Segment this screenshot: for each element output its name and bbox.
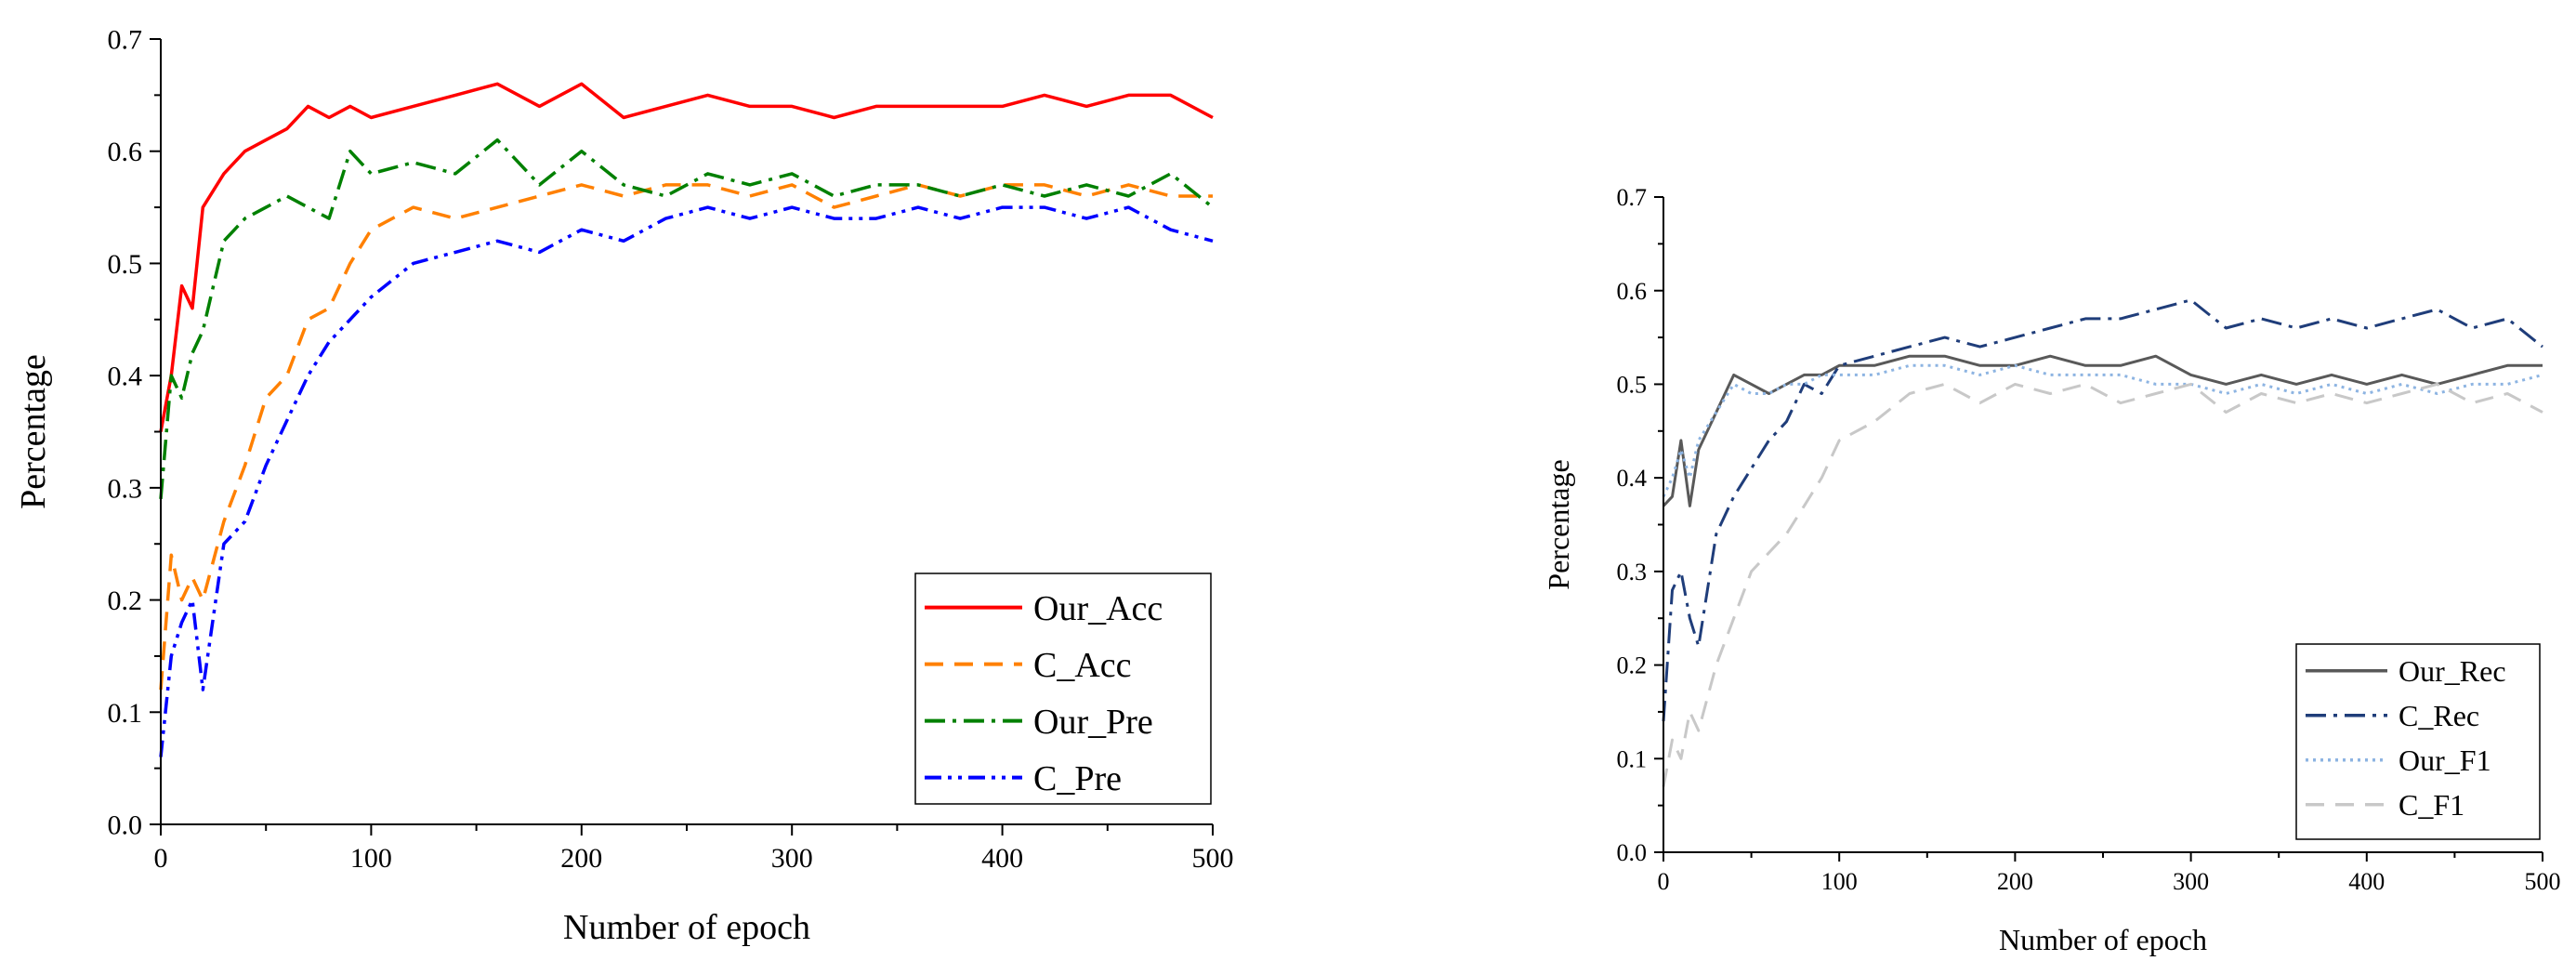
y-tick-label: 0.7 (108, 25, 143, 56)
x-tick-label: 200 (560, 843, 602, 874)
series-line-c-pre (159, 205, 1214, 757)
series-line-our-pre (159, 138, 1215, 500)
x-tick-label: 0 (1658, 868, 1670, 895)
y-tick-label: 0.3 (1617, 559, 1648, 586)
series-line-our-rec (1662, 354, 2543, 507)
y-tick-label: 0.1 (108, 698, 143, 729)
y-tick-label: 0.7 (1617, 184, 1648, 211)
y-tick-label: 0.1 (1617, 745, 1648, 772)
series-line-c-acc (159, 183, 1213, 691)
y-axis-label: Percentage (14, 354, 53, 509)
legend: Our_Acc C_Acc Our_Pre C_Pre (914, 573, 1212, 805)
x-tick-label: 100 (350, 843, 392, 874)
series-line-c-rec (1662, 298, 2543, 722)
legend-box (914, 573, 1212, 805)
recall-f1-chart: 0 100 200 300 400 500 0.0 0.1 0.2 0.3 0.4 0.5 0.6 0.7… (1542, 184, 2561, 956)
x-tick-label: 300 (771, 843, 813, 874)
y-tick-label: 0.6 (1617, 278, 1648, 305)
y-tick-label: 0.4 (108, 362, 143, 392)
y-tick-label: 0.0 (108, 810, 143, 841)
x-tick-label: 300 (2173, 868, 2209, 895)
x-axis-label: Number of epoch (1999, 923, 2207, 956)
legend-c-rec-label: C_Rec (2399, 699, 2479, 732)
x-tick-label: 200 (1997, 868, 2033, 895)
x-tick-label: 500 (1192, 843, 1234, 874)
accuracy-precision-chart: 0 100 200 300 400 500 0.0 0.1 0.2 0.3 0.4 0.5 0.6 0.7… (14, 25, 1234, 948)
y-axis-label: Percentage (1542, 459, 1575, 589)
legend-our-acc-label: Our_Acc (1033, 589, 1163, 628)
series-line-c-f1 (1662, 382, 2543, 787)
y-tick-label: 0.0 (1617, 839, 1648, 866)
x-axis-label: Number of epoch (563, 908, 810, 947)
x-tick-label: 0 (154, 843, 168, 874)
y-tick-label: 0.5 (108, 249, 143, 280)
x-tick-label: 500 (2525, 868, 2561, 895)
legend-c-acc-label: C_Acc (1033, 646, 1132, 685)
legend: Our_Rec C_Rec Our_F1 C_F1 (2295, 643, 2541, 840)
x-tick-label: 400 (981, 843, 1023, 874)
y-tick-label: 0.2 (108, 586, 143, 616)
y-tick-label: 0.5 (1617, 372, 1648, 399)
y-tick-label: 0.3 (108, 473, 143, 504)
y-tick-label: 0.4 (1617, 465, 1648, 492)
legend-our-f1-label: Our_F1 (2399, 744, 2491, 777)
legend-c-f1-label: C_F1 (2399, 788, 2464, 822)
x-tick-label: 400 (2348, 868, 2385, 895)
legend-our-rec-label: Our_Rec (2399, 654, 2506, 688)
y-tick-label: 0.2 (1617, 652, 1648, 679)
legend-c-pre-label: C_Pre (1033, 759, 1122, 798)
legend-our-pre-label: Our_Pre (1033, 703, 1153, 742)
legend-box (2295, 643, 2541, 840)
x-tick-label: 100 (1821, 868, 1858, 895)
y-tick-label: 0.6 (108, 137, 143, 167)
series-line-our-f1 (1662, 363, 2543, 497)
series-line-our-acc (159, 82, 1214, 432)
